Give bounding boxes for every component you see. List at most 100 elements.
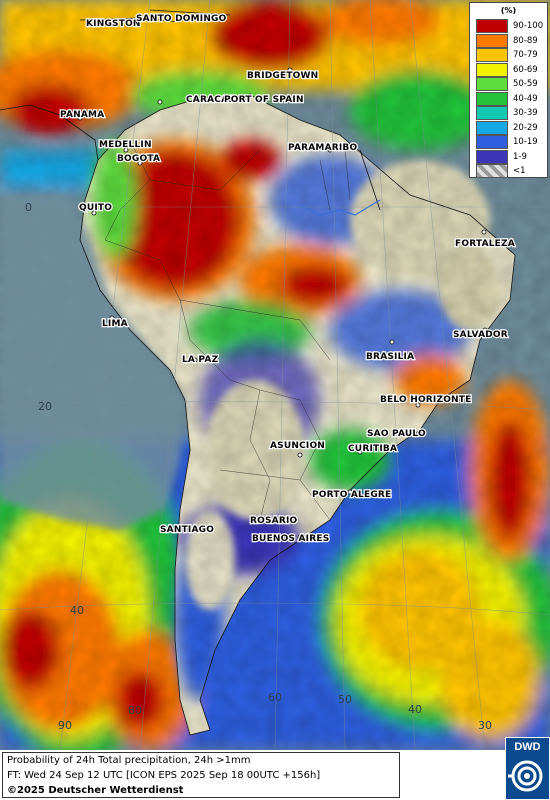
legend-unit: (%) [500,6,517,15]
lat-label-20: 20 [38,400,52,413]
legend-label: 70-79 [513,50,538,60]
legend-swatch [476,106,508,120]
svg-text:SALVADOR: SALVADOR [453,330,508,340]
lon-label-40: 40 [408,703,422,716]
legend-item: 50-59 [476,77,546,91]
legend-swatch [476,19,508,33]
legend-item: 80-89 [476,33,546,48]
svg-text:PARAMARIBO: PARAMARIBO [288,143,357,153]
svg-text:PORTO ALEGRE: PORTO ALEGRE [312,490,391,500]
legend-label: 90-100 [513,21,544,31]
svg-text:BOGOTA: BOGOTA [117,154,160,164]
svg-text:PORT OF SPAIN: PORT OF SPAIN [224,95,304,105]
city-port-of-spain: PORT OF SPAIN [223,93,305,106]
legend-swatch [476,33,508,48]
product-title: Probability of 24h Total precipitation, … [7,755,251,766]
svg-text:BRASILIA: BRASILIA [366,352,414,362]
footer: Probability of 24h Total precipitation, … [0,750,550,800]
city-la-paz: LA PAZ [181,354,220,367]
city-quito: QUITO [78,202,113,216]
lon-label-90: 90 [58,719,72,732]
city-brasilia: BRASILIA [365,339,415,363]
city-panama: PANAMA [59,109,106,122]
svg-text:BELO HORIZONTE: BELO HORIZONTE [380,395,471,405]
city-paramaribo: PARAMARIBO [287,142,359,155]
legend-label: 1-9 [513,151,527,162]
legend-item: 10-19 [476,135,546,149]
graticule [0,0,550,750]
dwd-logo: DWD [505,737,550,800]
svg-text:SANTIAGO: SANTIAGO [160,525,214,535]
svg-text:SANTO DOMINGO: SANTO DOMINGO [136,14,227,24]
svg-text:KINGSTON: KINGSTON [86,19,141,29]
legend-label: 10-19 [513,137,538,147]
legend-swatch [476,48,508,62]
city-asuncion: ASUNCION [269,440,326,458]
legend-label: <1 [513,166,526,176]
legend-swatch [476,135,508,149]
pacific-dry-zone [0,195,185,530]
legend-label: 20-29 [513,122,538,133]
legend-item: 60-69 [476,62,546,77]
legend-swatch [476,62,508,77]
legend-swatch [476,77,508,91]
legend-item: 1-9 [476,149,546,164]
svg-text:BUENOS AIRES: BUENOS AIRES [252,534,329,544]
info-box: Probability of 24h Total precipitation, … [2,752,400,798]
legend-item: 40-49 [476,91,546,106]
svg-text:BRIDGETOWN: BRIDGETOWN [247,71,318,81]
legend-label: 30-39 [513,108,538,118]
city-sao-paulo: SAO PAULO [366,428,427,441]
legend-label: 40-49 [513,93,538,104]
svg-text:ROSARIO: ROSARIO [250,516,298,526]
svg-text:LIMA: LIMA [102,319,128,329]
city-porto-alegre: PORTO ALEGRE [311,489,393,502]
svg-text:ASUNCION: ASUNCION [270,441,325,451]
lat-label-0: 0 [25,201,32,214]
legend-label: 60-69 [513,64,538,75]
svg-text:MEDELLIN: MEDELLIN [99,140,152,150]
legend-swatch [476,164,508,178]
legend-item: 90-100 [476,19,546,33]
lon-label-60: 60 [268,691,282,704]
city-kingston: KINGSTON [85,18,142,31]
svg-text:PANAMA: PANAMA [60,110,104,120]
city-medellin: MEDELLIN [98,139,153,153]
city-bogota: BOGOTA [116,153,161,166]
city-lima: LIMA [101,315,129,330]
dwd-swirl-icon [508,760,543,792]
legend-item: 20-29 [476,120,546,135]
lon-label-50: 50 [338,693,352,706]
coastlines [0,9,516,736]
amazon-river [299,199,381,216]
city-santo-domingo: SANTO DOMINGO [135,13,228,26]
legend-item: 70-79 [476,48,546,62]
legend-item: <1 [476,164,546,178]
legend-swatch [476,149,508,164]
legend: (%) 90-100 80-89 70-79 60-69 50-59 40-49 30-39… [469,2,548,178]
lat-label-40: 40 [70,604,84,617]
forecast-time: FT: Wed 24 Sep 12 UTC [ICON EPS 2025 Sep… [7,770,321,781]
svg-text:LA PAZ: LA PAZ [182,355,219,365]
city-labels: KINGSTON SANTO DOMINGO BRIDGETOWN CARACA… [59,13,516,546]
svg-text:FORTALEZA: FORTALEZA [455,239,515,249]
legend-swatch [476,120,508,135]
svg-text:SAO PAULO: SAO PAULO [367,429,426,439]
city-rosario: ROSARIO [249,515,299,528]
city-santiago: SANTIAGO [159,524,216,537]
legend-item: 30-39 [476,106,546,120]
city-fortaleza: FORTALEZA [454,229,516,250]
city-buenos-aires: BUENOS AIRES [251,533,331,546]
legend-label: 80-89 [513,35,538,46]
legend-label: 50-59 [513,79,538,89]
lon-label-80: 80 [128,704,142,717]
city-salvador: SALVADOR [452,327,509,341]
svg-text:CARACAS: CARACAS [186,95,235,105]
svg-text:QUITO: QUITO [79,203,112,213]
precipitation-probability-map: 0 20 40 90 80 60 50 40 30 KINGSTON SANTO… [0,0,550,750]
lon-label-30: 30 [478,719,492,732]
city-curitiba: CURITIBA [347,443,398,456]
svg-text:CURITIBA: CURITIBA [348,444,397,454]
country-borders [104,139,351,521]
city-belo-horizonte: BELO HORIZONTE [379,394,473,408]
